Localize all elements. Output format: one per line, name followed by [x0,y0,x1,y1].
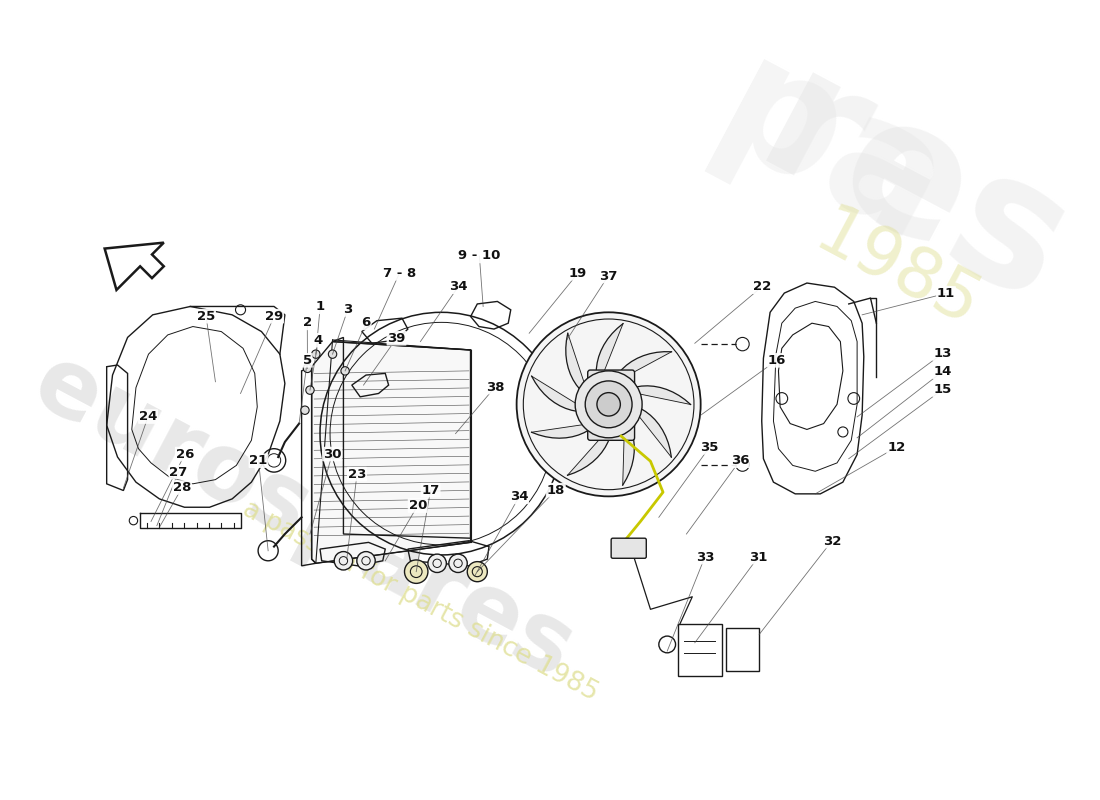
Text: 4: 4 [314,334,323,346]
Polygon shape [625,386,691,405]
Polygon shape [531,376,588,412]
Circle shape [356,551,375,570]
Circle shape [575,371,642,438]
Text: 36: 36 [730,454,749,467]
Text: 5: 5 [302,354,312,367]
Circle shape [517,312,701,496]
Text: 13: 13 [933,347,952,360]
Text: 31: 31 [749,550,768,564]
Text: 32: 32 [823,534,842,547]
FancyBboxPatch shape [612,538,647,558]
Text: 39: 39 [387,332,406,345]
Circle shape [597,393,620,416]
Text: 18: 18 [547,484,565,497]
Circle shape [304,364,311,373]
Polygon shape [623,418,635,485]
Polygon shape [596,324,623,386]
Circle shape [329,350,337,358]
Circle shape [428,554,447,573]
Bar [678,624,722,676]
Text: pa: pa [690,27,971,280]
Bar [726,628,759,671]
FancyBboxPatch shape [587,370,635,440]
Circle shape [449,554,468,573]
Text: res: res [732,38,1096,343]
Text: 1: 1 [316,300,324,314]
Polygon shape [613,352,671,384]
Polygon shape [565,334,588,397]
Text: 35: 35 [701,441,718,454]
Polygon shape [531,422,598,438]
Text: 30: 30 [323,447,341,461]
Circle shape [585,381,632,428]
Text: a passion for parts since 1985: a passion for parts since 1985 [239,496,603,706]
Text: 24: 24 [139,410,157,423]
Text: 6: 6 [362,316,371,330]
Text: 14: 14 [933,366,952,378]
Text: 11: 11 [937,287,955,300]
Text: 16: 16 [768,354,785,367]
Text: 22: 22 [752,280,771,294]
Text: 37: 37 [600,270,617,282]
Text: 15: 15 [933,383,952,396]
Text: 34: 34 [449,280,468,294]
Polygon shape [629,404,671,457]
Text: 34: 34 [509,490,528,503]
Text: 1985: 1985 [803,199,991,342]
Circle shape [306,386,315,394]
Text: 33: 33 [695,550,714,564]
Circle shape [468,562,487,582]
Text: 25: 25 [197,310,216,322]
Circle shape [405,560,428,583]
Polygon shape [311,342,471,563]
Text: 19: 19 [569,267,587,280]
Text: 27: 27 [169,466,188,478]
Polygon shape [568,425,613,475]
Text: 26: 26 [176,447,194,461]
Circle shape [334,551,353,570]
Text: 9 - 10: 9 - 10 [459,250,500,262]
Text: 2: 2 [302,316,312,330]
Text: 38: 38 [486,381,504,394]
Text: 20: 20 [408,499,427,512]
Circle shape [341,366,350,375]
Text: eurospares: eurospares [18,337,588,698]
Text: 29: 29 [265,310,284,322]
Text: 12: 12 [887,441,905,454]
Text: 28: 28 [173,481,191,494]
Text: 23: 23 [348,468,366,481]
Text: 21: 21 [250,454,267,467]
Text: 3: 3 [343,303,352,316]
Text: 17: 17 [421,484,440,497]
Circle shape [300,406,309,414]
Text: 7 - 8: 7 - 8 [383,267,416,280]
Circle shape [311,350,320,358]
